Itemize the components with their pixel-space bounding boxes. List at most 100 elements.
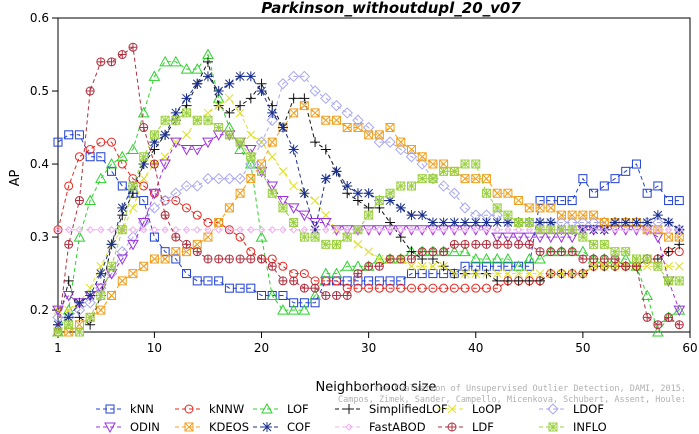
data-point: [417, 152, 427, 162]
data-point: [352, 114, 364, 126]
series-ldf: [53, 42, 684, 337]
data-point: [322, 226, 330, 234]
data-point: [287, 70, 300, 83]
data-point: [73, 304, 86, 316]
data-point: [298, 210, 311, 222]
data-point: [469, 252, 482, 264]
data-point: [246, 174, 256, 184]
data-point: [149, 130, 159, 140]
data-point: [417, 174, 427, 184]
data-point: [53, 137, 63, 147]
data-point: [85, 144, 95, 154]
data-point: [396, 181, 406, 191]
data-point: [289, 226, 298, 234]
y-tick-label: 0.6: [30, 11, 49, 25]
data-point: [577, 224, 588, 235]
data-point: [203, 115, 213, 125]
data-point: [95, 268, 106, 279]
data-point: [663, 246, 674, 257]
data-point: [64, 327, 74, 337]
data-point: [107, 261, 117, 271]
data-point: [214, 254, 224, 264]
data-point: [535, 269, 545, 278]
legend-item-loop: LoOP: [438, 402, 501, 416]
data-point: [471, 269, 481, 278]
data-point: [524, 275, 535, 286]
data-point: [332, 290, 342, 300]
data-point: [492, 188, 502, 198]
data-point: [245, 71, 256, 82]
data-point: [73, 231, 86, 242]
data-point: [299, 188, 310, 199]
data-point: [459, 202, 471, 214]
data-point: [192, 276, 202, 286]
data-point: [664, 232, 674, 242]
data-point: [212, 130, 225, 141]
data-point: [654, 226, 662, 234]
data-point: [674, 261, 684, 271]
data-point: [182, 203, 192, 213]
data-point: [482, 269, 491, 278]
data-point: [417, 261, 427, 271]
data-point: [117, 202, 128, 213]
data-point: [289, 276, 299, 286]
data-point: [246, 130, 256, 140]
data-point: [534, 252, 546, 264]
x-tick-label: 20: [254, 341, 269, 355]
data-point: [362, 121, 375, 134]
data-point: [54, 226, 62, 234]
data-point: [299, 298, 309, 308]
data-point: [492, 275, 503, 286]
data-point: [514, 226, 523, 234]
data-point: [642, 261, 652, 271]
data-point: [310, 196, 320, 205]
data-point: [385, 276, 395, 286]
data-point: [589, 210, 599, 220]
data-point: [182, 239, 192, 249]
data-point: [299, 232, 309, 242]
data-point: [192, 115, 202, 125]
data-point: [234, 143, 246, 154]
data-point: [268, 226, 276, 234]
data-point: [278, 276, 288, 286]
data-point: [246, 283, 256, 293]
data-point: [85, 290, 96, 301]
data-point: [245, 158, 257, 170]
legend-label: kNNW: [209, 402, 244, 416]
data-point: [97, 226, 105, 234]
series-line: [57, 75, 680, 326]
data-point: [330, 99, 343, 112]
data-point: [267, 188, 277, 198]
data-point: [149, 137, 160, 148]
data-point: [567, 210, 577, 220]
data-point: [345, 423, 353, 431]
data-point: [160, 196, 170, 206]
data-point: [449, 217, 460, 228]
data-point: [159, 55, 171, 67]
data-point: [182, 226, 191, 234]
data-point: [279, 226, 287, 234]
data-point: [107, 137, 117, 147]
data-point: [149, 232, 159, 242]
legend-item-kdeos: KDEOS: [175, 420, 249, 434]
data-point: [342, 123, 352, 133]
legend-item-ldf: LDF: [438, 420, 494, 434]
legend-label: LoOP: [472, 402, 501, 416]
data-point: [202, 56, 213, 67]
legend-item-knnw: kNNW: [175, 402, 244, 416]
data-point: [117, 225, 127, 235]
data-point: [262, 422, 272, 432]
data-point: [94, 283, 107, 295]
data-point: [342, 232, 352, 242]
data-point: [546, 269, 556, 278]
data-point: [203, 254, 213, 264]
data-point: [117, 159, 127, 169]
data-point: [363, 188, 374, 199]
data-point: [525, 226, 534, 234]
data-point: [611, 226, 619, 234]
data-point: [137, 217, 150, 229]
data-point: [417, 247, 427, 257]
legend-label: COF: [287, 420, 311, 434]
data-point: [246, 247, 256, 257]
legend-label: KDEOS: [209, 420, 249, 434]
